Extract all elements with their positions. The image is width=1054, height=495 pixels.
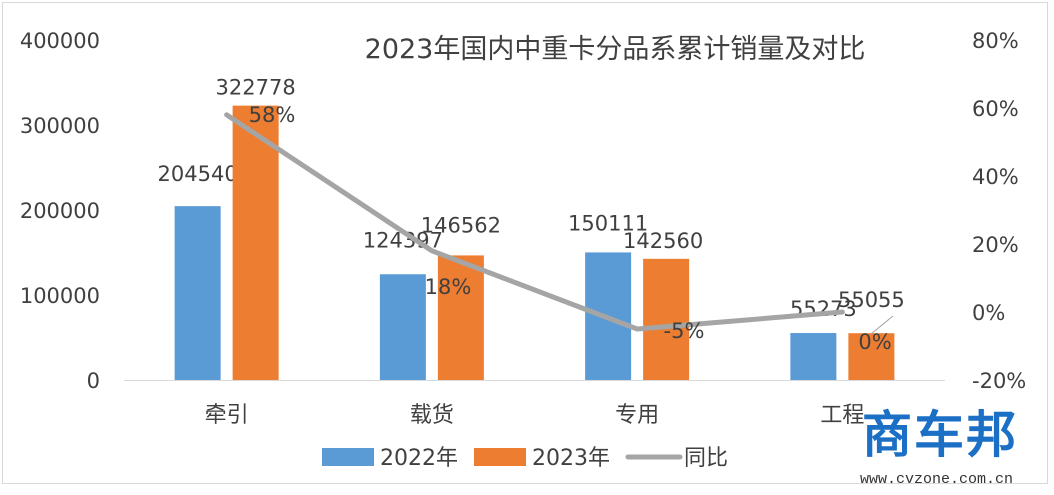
x-tick-label: 载货: [410, 403, 454, 428]
bar-data-label: 204540: [158, 162, 238, 186]
chart-title: 2023年国内中重卡分品系累计销量及对比: [365, 34, 866, 65]
chart-frame: [2, 2, 1048, 484]
line-series: [224, 112, 845, 332]
line-data-label: 0%: [858, 330, 891, 354]
bar-1: [379, 274, 426, 380]
line-point: [635, 327, 640, 331]
y-right-tick-label: 0%: [972, 301, 1005, 325]
legend-label: 同比: [684, 446, 728, 471]
line-point: [224, 112, 229, 117]
bar-data-label: 55055: [838, 288, 905, 312]
x-tick-label: 专用: [615, 403, 659, 428]
bar-data-label: 142560: [623, 229, 703, 253]
y-right-tick-label: 80%: [972, 29, 1019, 53]
y-left-tick-label: 0: [87, 369, 100, 393]
y-left-tick-label: 100000: [20, 284, 100, 308]
legend-label: 2022年: [380, 446, 458, 471]
y-right-tick-label: 40%: [972, 165, 1019, 189]
bar-2: [643, 258, 690, 380]
y-left-tick-label: 300000: [20, 114, 100, 138]
y-left-tick-label: 200000: [20, 199, 100, 223]
x-tick-label: 工程: [820, 403, 864, 428]
bar-2: [437, 255, 484, 380]
line-data-label: -5%: [664, 319, 705, 343]
bar-1: [174, 206, 221, 380]
legend-swatch: [322, 448, 374, 466]
line-data-label: 58%: [249, 103, 296, 127]
bar-2: [848, 333, 895, 380]
watermark: 商车邦 www.cvzone.com.cn: [858, 405, 1052, 493]
y-right-tick-label: -20%: [972, 369, 1026, 393]
y-right-tick-label: 60%: [972, 97, 1019, 121]
legend-label: 2023年: [532, 446, 610, 471]
watermark-url: www.cvzone.com.cn: [860, 471, 1014, 488]
bar-data-label: 150111: [568, 211, 648, 235]
legend-swatch: [474, 448, 526, 466]
line-point: [840, 310, 845, 314]
line-point: [429, 248, 434, 253]
bar-2: [232, 105, 279, 380]
bar-data-label: 146562: [421, 213, 501, 237]
label-leader-line: [870, 315, 894, 335]
y-right-tick-label: 20%: [972, 233, 1019, 257]
y-left-tick-label: 400000: [20, 29, 100, 53]
x-tick-label: 牵引: [205, 403, 249, 428]
bar-data-label: 322778: [216, 76, 296, 100]
watermark-logo: 商车邦: [862, 406, 1018, 464]
bar-1: [790, 333, 837, 380]
line-data-label: 18%: [425, 275, 472, 299]
